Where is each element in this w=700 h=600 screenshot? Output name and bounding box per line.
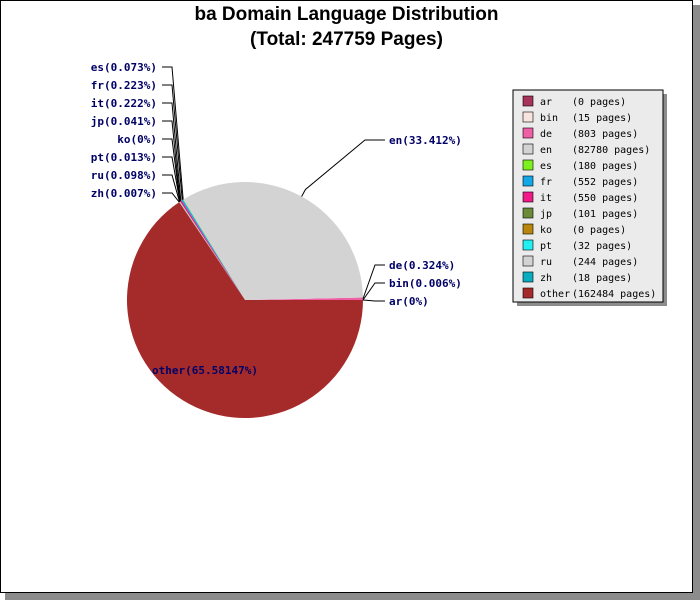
legend-swatch-de	[522, 127, 534, 139]
legend-name-en: en	[540, 145, 552, 156]
leader-en	[301, 139, 385, 197]
legend-name-bin: bin	[540, 113, 558, 124]
legend-pages-ar: (0 pages)	[572, 97, 626, 108]
legend-swatch-zh	[522, 271, 534, 283]
legend-pages-it: (550 pages)	[572, 193, 638, 204]
slice-label-zh: zh(0.007%)	[91, 187, 157, 200]
legend-pages-en: (82780 pages)	[572, 145, 650, 156]
slice-label-en: en(33.412%)	[389, 134, 462, 147]
chart-title: ba Domain Language Distribution	[194, 4, 499, 25]
legend-name-ar: ar	[540, 97, 552, 108]
slice-label-other: other(65.58147%)	[152, 364, 258, 377]
legend-name-pt: pt	[540, 241, 552, 252]
leader-jp	[162, 120, 181, 202]
legend-name-jp: jp	[540, 209, 552, 220]
leader-ko	[162, 138, 181, 202]
slice-label-ar: ar(0%)	[389, 295, 429, 308]
pie-slice-de	[245, 297, 363, 300]
legend-pages-zh: (18 pages)	[572, 273, 632, 284]
legend-swatch-jp	[522, 207, 534, 219]
legend-name-zh: zh	[540, 273, 552, 284]
legend-name-fr: fr	[540, 177, 552, 188]
slice-labels: ar(0%) bin(0.006%) de(0.324%) en(33.412%) es…	[91, 61, 462, 377]
slice-label-pt: pt(0.013%)	[91, 151, 157, 164]
pie-slice-jp	[179, 201, 245, 300]
slice-label-es: es(0.073%)	[91, 61, 157, 74]
pie-slices	[127, 182, 363, 419]
slice-label-de: de(0.324%)	[389, 259, 455, 272]
legend-pages-jp: (101 pages)	[572, 209, 638, 220]
legend-swatch-ar	[522, 95, 534, 107]
leader-ar	[362, 299, 385, 302]
leader-bin	[362, 282, 385, 301]
slice-label-bin: bin(0.006%)	[389, 277, 462, 290]
legend-swatch-other	[522, 287, 534, 299]
leader-de	[362, 264, 385, 299]
legend-swatch-pt	[522, 239, 534, 251]
leader-it	[162, 102, 182, 202]
pie-slice-ru	[179, 201, 245, 300]
label-leader-lines	[162, 66, 385, 302]
leader-es	[162, 66, 184, 200]
legend: ar (0 pages) bin (15 pages) de (803 pages) en (…	[512, 89, 667, 306]
legend-pages-fr: (552 pages)	[572, 177, 638, 188]
legend-name-es: es	[540, 161, 552, 172]
legend-pages-other: (162484 pages)	[572, 289, 656, 300]
pie-slice-es	[182, 199, 245, 300]
pie-slice-it	[180, 200, 245, 300]
pie-slice-pt	[179, 201, 245, 300]
legend-pages-pt: (32 pages)	[572, 241, 632, 252]
legend-name-other: other	[540, 289, 570, 300]
chart-subtitle: (Total: 247759 Pages)	[250, 29, 443, 50]
slice-label-it: it(0.222%)	[91, 97, 157, 110]
legend-swatch-it	[522, 191, 534, 203]
legend-name-de: de	[540, 129, 552, 140]
legend-pages-ko: (0 pages)	[572, 225, 626, 236]
legend-pages-de: (803 pages)	[572, 129, 638, 140]
legend-name-ko: ko	[540, 225, 552, 236]
slice-label-jp: jp(0.041%)	[91, 115, 157, 128]
pie-slice-en	[183, 182, 363, 300]
pie-slice-zh	[179, 202, 245, 300]
legend-pages-bin: (15 pages)	[572, 113, 632, 124]
legend-pages-ru: (244 pages)	[572, 257, 638, 268]
legend-swatch-ru	[522, 255, 534, 267]
leader-zh	[162, 192, 180, 203]
legend-swatch-es	[522, 159, 534, 171]
legend-pages-es: (180 pages)	[572, 161, 638, 172]
pie-slice-other	[127, 202, 363, 419]
leader-fr	[162, 84, 183, 201]
leader-ru	[162, 174, 181, 202]
legend-box	[512, 89, 664, 303]
slice-label-ko: ko(0%)	[117, 133, 157, 146]
legend-swatch-bin	[522, 111, 534, 123]
legend-name-ru: ru	[540, 257, 552, 268]
slice-label-fr: fr(0.223%)	[91, 79, 157, 92]
legend-swatch-fr	[522, 175, 534, 187]
slice-label-ru: ru(0.098%)	[91, 169, 157, 182]
legend-name-it: it	[540, 193, 552, 204]
legend-swatch-ko	[522, 223, 534, 235]
legend-swatch-en	[522, 143, 534, 155]
pie-slice-fr	[181, 199, 245, 300]
leader-pt	[162, 156, 181, 202]
